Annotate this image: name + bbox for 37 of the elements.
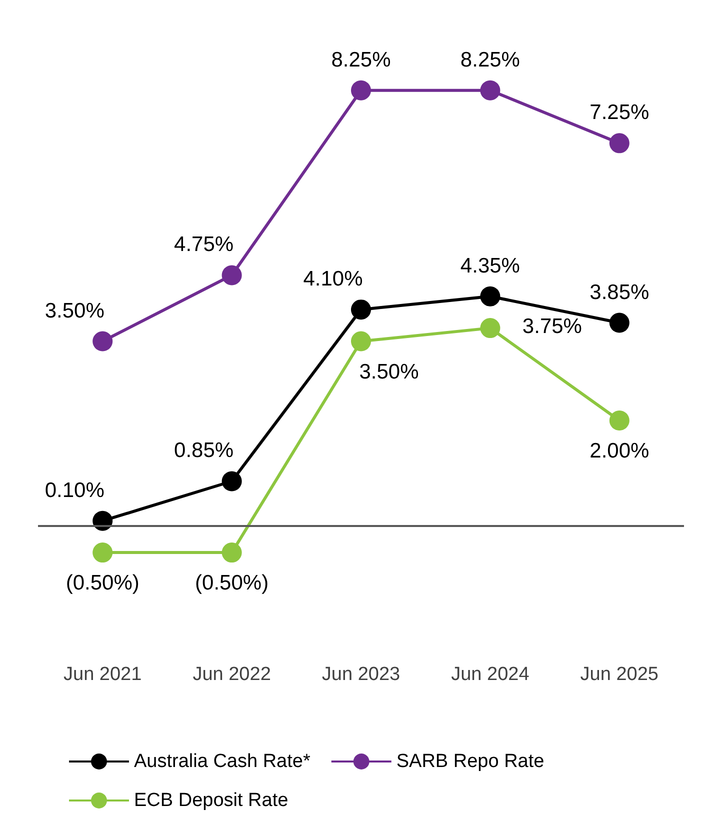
data-label: 4.75%	[174, 233, 234, 256]
legend-label: SARB Repo Rate	[396, 751, 544, 772]
data-label: 0.85%	[174, 439, 234, 462]
point	[222, 471, 242, 492]
data-label: 4.35%	[460, 254, 520, 278]
data-label: 3.50%	[359, 360, 419, 384]
data-label: 2.00%	[590, 440, 650, 462]
data-label: 3.50%	[44, 299, 104, 322]
data-label: 8.25%	[460, 48, 520, 72]
point	[351, 331, 371, 352]
x-tick-label: Jun 2021	[64, 664, 142, 685]
point	[609, 133, 630, 154]
data-label: (0.50%)	[66, 572, 140, 595]
data-label: (0.50%)	[195, 572, 269, 595]
point	[480, 318, 500, 338]
x-tick-label: Jun 2025	[580, 664, 658, 685]
x-tick-label: Jun 2022	[192, 664, 271, 685]
x-tick-label: Jun 2024	[451, 664, 530, 685]
data-label: 4.10%	[303, 268, 363, 291]
data-label: 3.75%	[522, 315, 582, 338]
legend-label: ECB Deposit Rate	[134, 790, 288, 811]
point	[92, 331, 113, 352]
point	[351, 300, 371, 320]
data-label: 8.25%	[331, 48, 391, 72]
x-tick-label: Jun 2023	[322, 664, 400, 685]
point	[480, 286, 500, 306]
data-label: 3.85%	[590, 280, 650, 304]
point	[609, 410, 630, 430]
point	[222, 542, 242, 563]
data-label: 7.25%	[590, 101, 650, 124]
legend-label: Australia Cash Rate*	[134, 751, 311, 772]
point	[351, 80, 371, 100]
point	[92, 542, 113, 563]
data-label: 0.10%	[44, 478, 104, 502]
point	[222, 265, 242, 286]
point	[480, 80, 500, 100]
point	[609, 312, 630, 333]
